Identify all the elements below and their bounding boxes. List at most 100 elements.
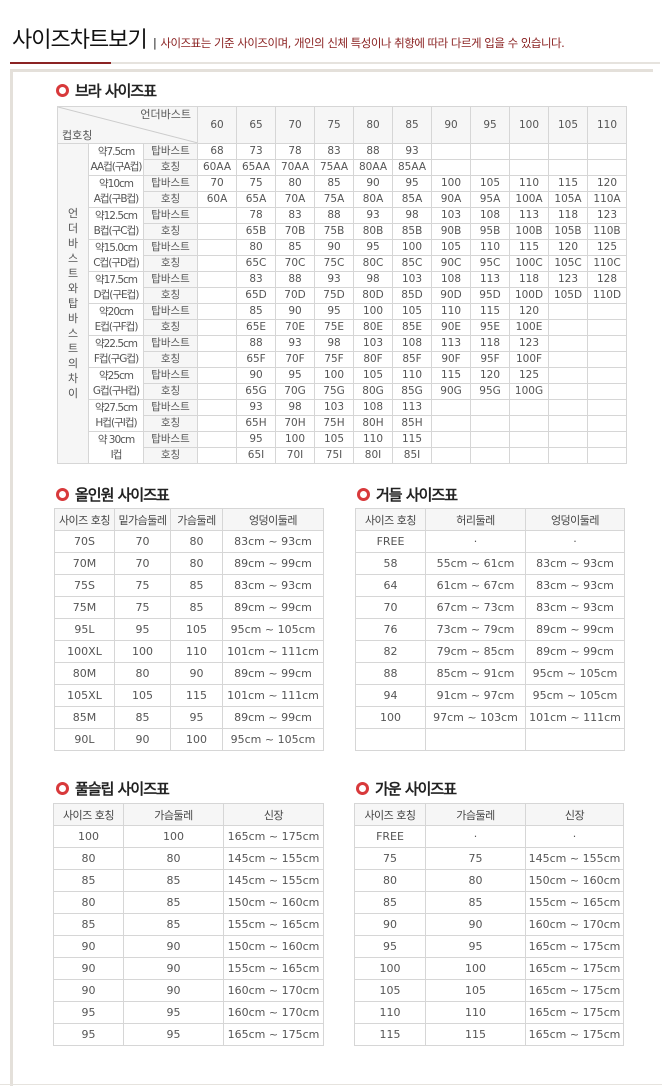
table-cell: 165cm ~ 175cm (525, 957, 624, 980)
bullet-ring-icon (56, 782, 69, 795)
size-label: 호칭 (142, 351, 199, 368)
table-cell: 95 (123, 1023, 224, 1046)
top-bust-value (548, 431, 589, 448)
table-row: 호칭 65H 70H 75H 80H 85H (58, 415, 628, 432)
table-cell: 110 (354, 1001, 426, 1024)
table-row: 약22.5cm F컵(구G컵) 탑바스트 88 93 98 103 108 113 118 123 (58, 335, 628, 368)
table-row: 90 90 155cm ~ 165cm (53, 957, 324, 980)
column-header: 가슴둘레 (170, 508, 223, 531)
size-value: 80A (353, 191, 394, 208)
table-cell: 90 (354, 913, 426, 936)
top-bust-value: 88 (275, 271, 316, 288)
size-value: 95D (470, 287, 511, 304)
table-cell: 75S (54, 574, 115, 597)
page-title: 사이즈차트보기 (12, 28, 148, 53)
size-label: 호칭 (142, 319, 199, 336)
top-bust-value (431, 143, 472, 160)
size-value: 75AA (314, 159, 355, 176)
size-value (470, 159, 511, 176)
side-label-char: 더 (67, 222, 79, 235)
fullslip-title-text: 풀슬립 사이즈표 (75, 780, 170, 798)
table-cell: 100 (355, 706, 426, 729)
top-bust-value: 98 (314, 335, 355, 352)
table-row: 105XL 105 115 101cm ~ 111cm (54, 684, 324, 707)
top-bust-label: 탑바스트 (142, 271, 199, 288)
cup-size-name: B컵(구C컵) (93, 224, 140, 237)
table-cell: 70 (114, 530, 171, 553)
size-value (587, 351, 628, 368)
fullslip-size-table: 사이즈 호칭 가슴둘레 신장 100 100 165cm ~ 175cm 80 80 145cm… (53, 803, 324, 1046)
size-value: 95C (470, 255, 511, 272)
table-row: FREE · · (355, 530, 625, 553)
top-bust-value: 98 (392, 207, 433, 224)
table-cell: 90 (123, 979, 224, 1002)
table-cell: 55cm ~ 61cm (425, 552, 526, 575)
table-cell: 150cm ~ 160cm (223, 891, 324, 914)
column-header: 밑가슴둘레 (114, 508, 171, 531)
size-value (431, 415, 472, 432)
top-bust-value: 108 (470, 207, 511, 224)
top-bust-value: 108 (431, 271, 472, 288)
size-value: 85F (392, 351, 433, 368)
table-cell: · (425, 825, 526, 848)
side-label-char: 언 (67, 207, 79, 220)
top-bust-value: 108 (353, 399, 394, 416)
table-row: 호칭 65F 70F 75F 80F 85F 90F 95F 100F (58, 351, 628, 368)
bottom-divider (0, 1084, 662, 1085)
top-bust-value: 120 (470, 367, 511, 384)
top-bust-label: 탑바스트 (142, 399, 199, 416)
top-bust-value: 120 (509, 303, 550, 320)
top-bust-value (587, 335, 628, 352)
size-value: 75F (314, 351, 355, 368)
table-cell: 90L (54, 728, 115, 751)
size-value: 75A (314, 191, 355, 208)
table-cell: 85 (114, 706, 171, 729)
bra-section-title: 브라 사이즈표 (56, 80, 157, 101)
table-row: 58 55cm ~ 61cm 83cm ~ 93cm (355, 552, 625, 575)
table-cell: 90 (53, 935, 124, 958)
cup-label: 컵호칭 (62, 129, 93, 142)
table-row: 100 100 165cm ~ 175cm (354, 957, 624, 980)
table-row: 언 더 바 스 트 와 탑 바 스 트 의 차 이 약7.5cm AA컵(구A컵) 탑바스트 68 73 78 83 8… (57, 143, 628, 464)
side-label-char: 바 (67, 237, 79, 250)
cup-size-name: F컵(구G컵) (93, 352, 139, 365)
underbust-header: 90 (431, 106, 472, 144)
page-subtitle: | 사이즈표는 기준 사이즈이며, 개인의 신체 특성이나 취향에 따라 다르게 … (153, 35, 565, 51)
table-cell: 101cm ~ 111cm (222, 684, 324, 707)
top-bust-value: 128 (587, 271, 628, 288)
top-bust-value: 118 (548, 207, 589, 224)
table-row: FREE · · (354, 825, 624, 848)
table-row: 약20cm E컵(구F컵) 탑바스트 85 90 95 100 105 110 115 120 (58, 303, 628, 336)
size-value (509, 159, 550, 176)
cup-size-name: I컵 (110, 448, 123, 461)
fullslip-section-title: 풀슬립 사이즈표 (56, 778, 170, 799)
size-value: 85B (392, 223, 433, 240)
table-cell: 82 (355, 640, 426, 663)
size-value: 90A (431, 191, 472, 208)
table-row: 85M 85 95 89cm ~ 99cm (54, 706, 324, 729)
table-cell: 76 (355, 618, 426, 641)
top-bust-value (470, 143, 511, 160)
size-value: 100E (509, 319, 550, 336)
top-bust-value: 118 (470, 335, 511, 352)
size-value: 90B (431, 223, 472, 240)
table-row: 호칭 65B 70B 75B 80B 85B 90B 95B 100B 105B 110B (58, 223, 628, 240)
table-cell: 83cm ~ 93cm (525, 552, 625, 575)
table-cell: 100 (170, 728, 223, 751)
bullet-ring-icon (356, 782, 369, 795)
table-cell: 145cm ~ 155cm (525, 847, 624, 870)
table-row: 75M 75 85 89cm ~ 99cm (54, 596, 324, 619)
top-bust-value: 105 (314, 431, 355, 448)
top-bust-value (587, 431, 628, 448)
size-value: 95G (470, 383, 511, 400)
size-value (548, 159, 589, 176)
size-value: 70E (275, 319, 316, 336)
table-cell: 83cm ~ 93cm (222, 574, 324, 597)
table-cell: 155cm ~ 165cm (525, 891, 624, 914)
top-bust-value: 115 (431, 367, 472, 384)
table-cell: 64 (355, 574, 426, 597)
top-bust-value (431, 431, 472, 448)
top-bust-value: 115 (392, 431, 433, 448)
column-header: 사이즈 호칭 (53, 803, 124, 826)
top-bust-value: 103 (314, 399, 355, 416)
